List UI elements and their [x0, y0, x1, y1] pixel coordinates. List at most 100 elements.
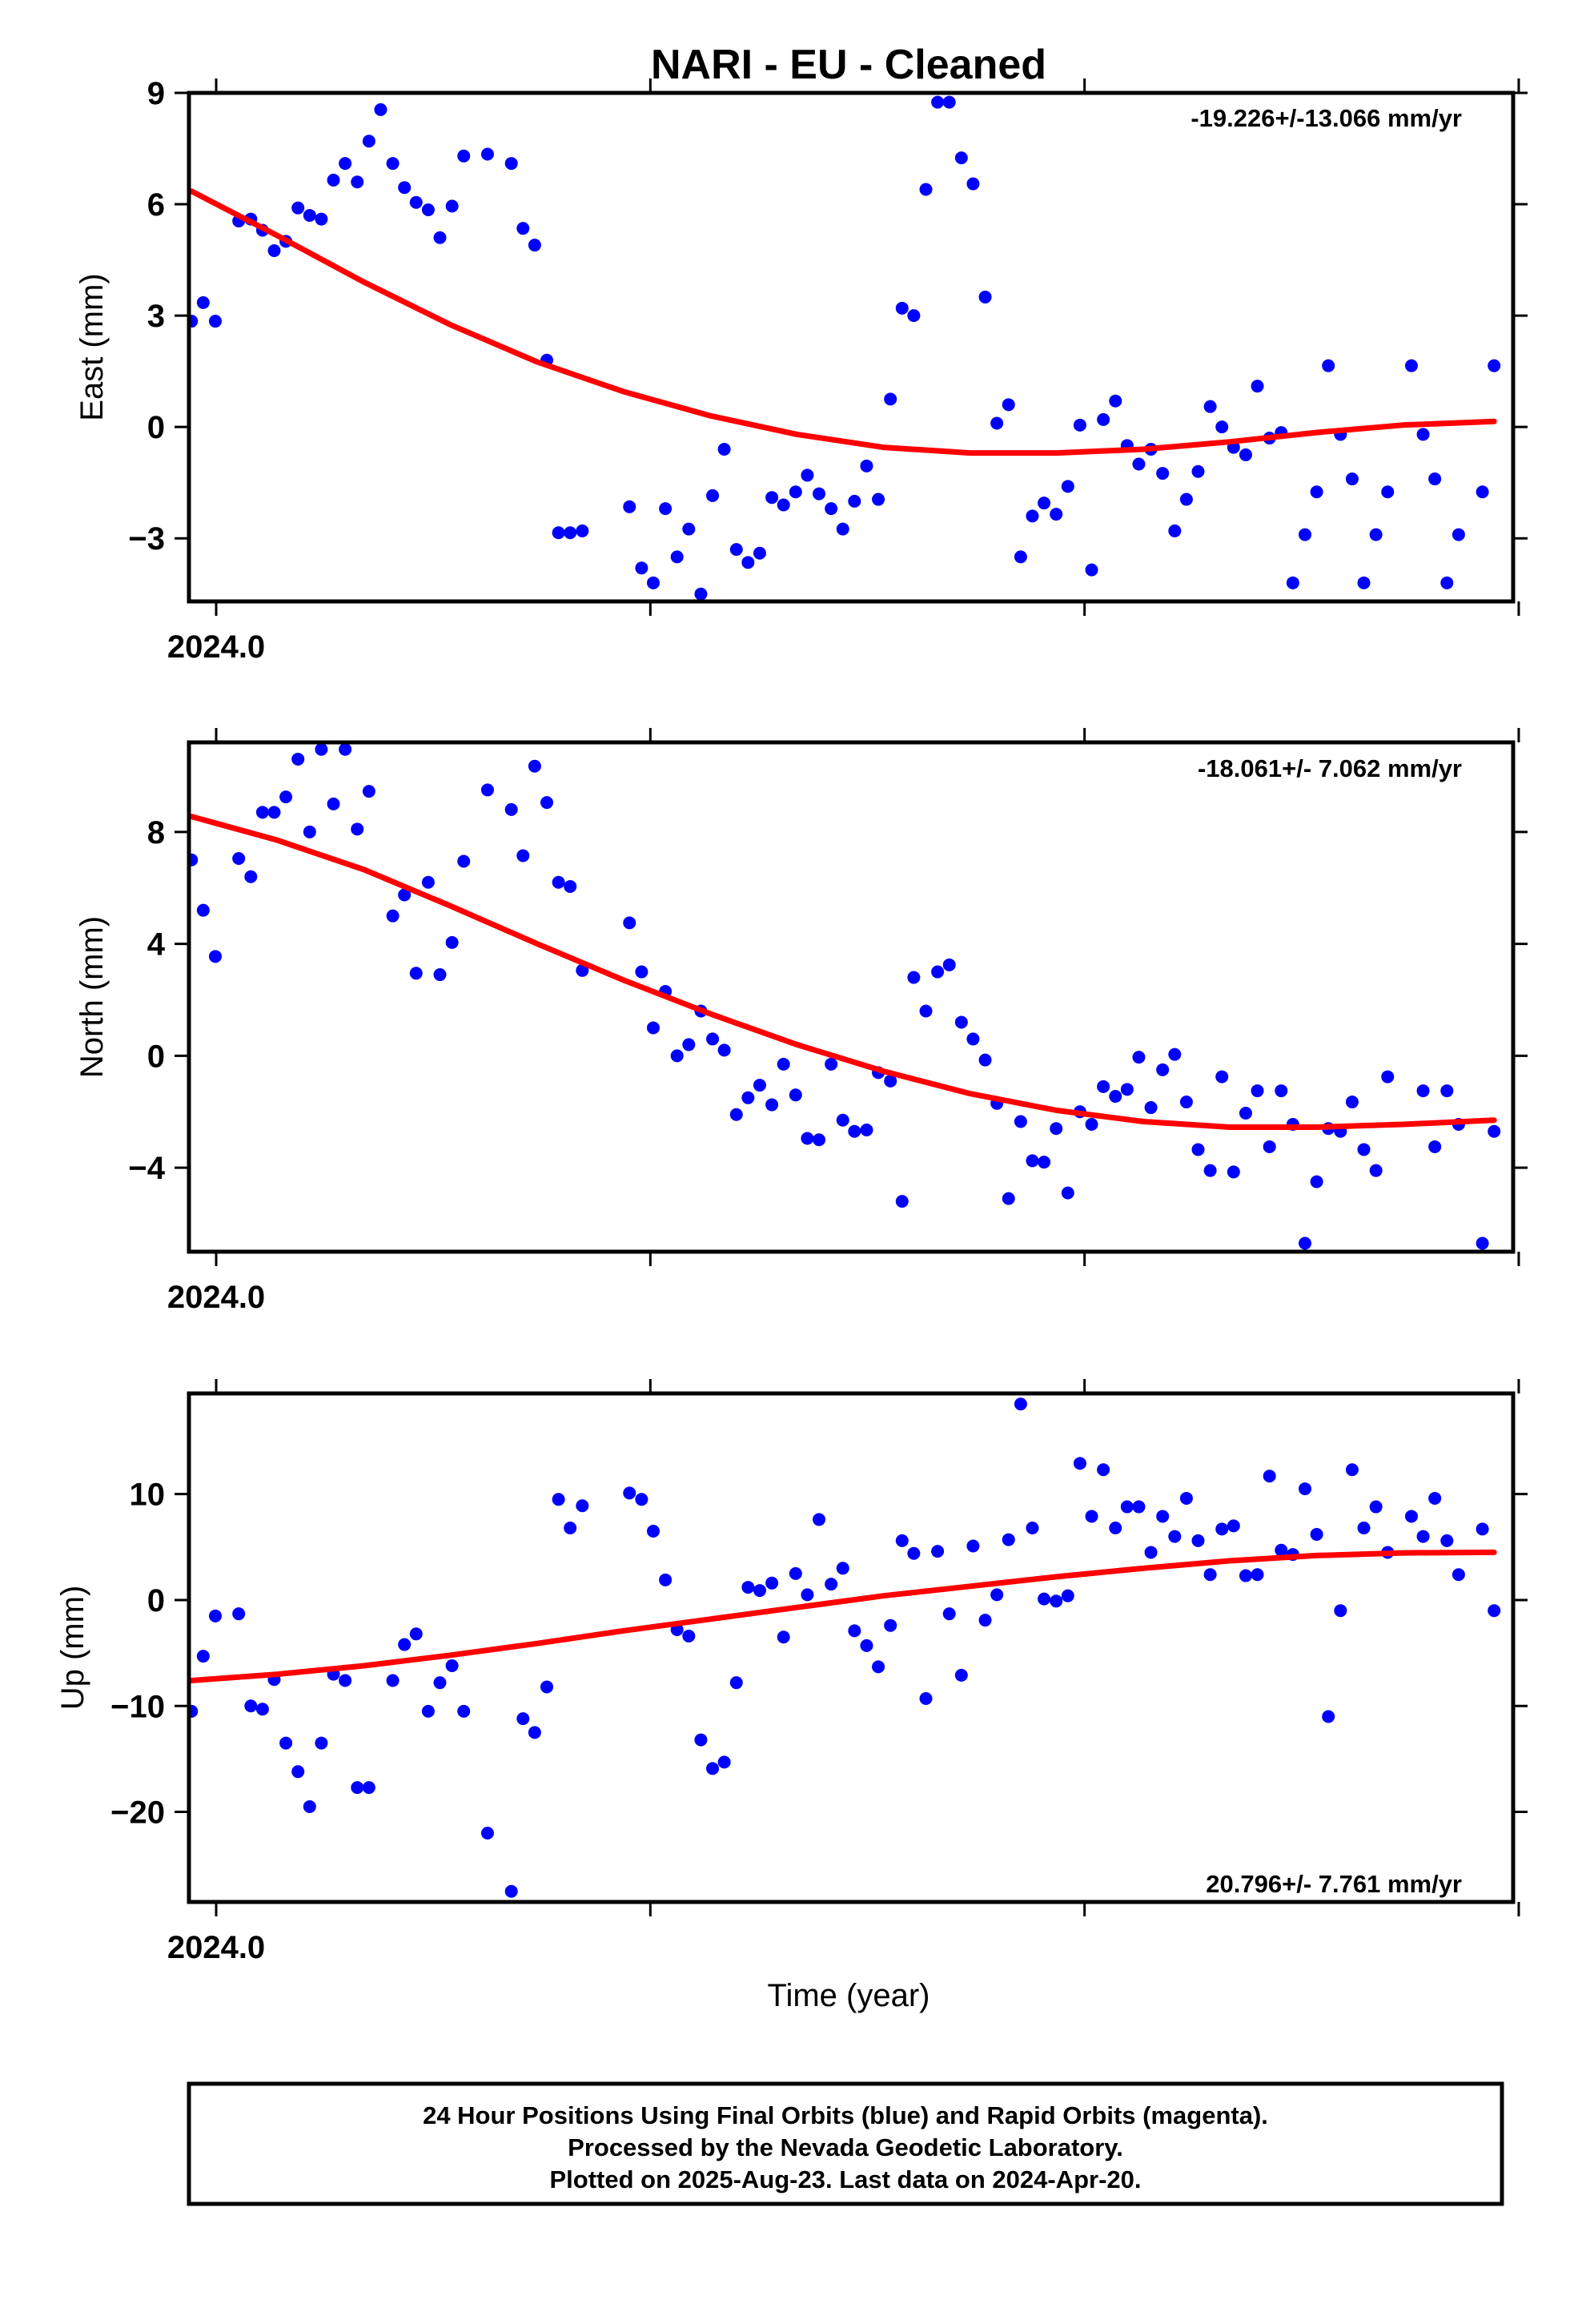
data-point: [480, 1827, 494, 1840]
data-point: [1452, 1568, 1465, 1582]
data-point: [836, 522, 849, 536]
data-point: [1369, 528, 1383, 541]
data-point: [741, 556, 755, 569]
data-point: [1168, 1530, 1182, 1543]
data-point: [1097, 412, 1110, 426]
data-point: [659, 1573, 673, 1586]
data-point: [1085, 1118, 1098, 1131]
data-point: [706, 1762, 720, 1775]
y-tick-label: 8: [147, 815, 165, 850]
data-point: [1203, 1568, 1217, 1582]
data-point: [1156, 1510, 1170, 1523]
data-point: [801, 1132, 814, 1145]
data-point: [1440, 576, 1454, 589]
data-point: [765, 1576, 779, 1590]
data-point: [966, 177, 980, 191]
footer-line-3: Plotted on 2025-Aug-23. Last data on 202…: [549, 2165, 1141, 2193]
data-point: [919, 183, 933, 196]
data-point: [362, 135, 375, 148]
data-point: [635, 561, 648, 575]
data-point: [540, 1680, 554, 1694]
data-point: [1299, 1236, 1312, 1250]
data-point: [1428, 1140, 1442, 1153]
data-point: [552, 875, 565, 889]
data-point: [386, 909, 400, 923]
data-point: [386, 157, 400, 171]
data-point: [1132, 1500, 1146, 1514]
data-point: [1050, 1122, 1063, 1136]
data-point: [836, 1113, 849, 1127]
y-tick-label: −20: [110, 1795, 165, 1831]
data-point: [339, 157, 352, 171]
y-tick-label: −10: [110, 1689, 165, 1724]
data-point: [528, 1726, 541, 1739]
data-point: [457, 1704, 471, 1718]
data-point: [1109, 1090, 1122, 1104]
data-points: [189, 95, 1501, 601]
data-point: [1239, 1107, 1252, 1120]
data-point: [1203, 400, 1217, 413]
y-tick-label: 4: [147, 927, 166, 963]
data-point: [374, 103, 387, 116]
data-point: [1488, 1124, 1501, 1138]
data-point: [504, 802, 518, 816]
data-point: [813, 1513, 826, 1526]
y-tick-label: −3: [128, 521, 165, 557]
data-point: [208, 315, 222, 328]
x-axis-label: Time (year): [768, 1978, 930, 2013]
data-point: [978, 1614, 992, 1627]
data-point: [1251, 380, 1264, 393]
data-point: [954, 1015, 968, 1029]
data-point: [1038, 1592, 1051, 1606]
data-point: [1038, 1156, 1051, 1169]
data-point: [315, 1736, 328, 1750]
data-point: [1357, 1522, 1371, 1535]
data-point: [753, 1584, 766, 1598]
data-point: [848, 1624, 861, 1638]
data-point: [1310, 485, 1323, 499]
data-point: [1144, 1546, 1158, 1559]
data-point: [1156, 1063, 1170, 1076]
data-point: [919, 1004, 933, 1018]
data-point: [303, 208, 316, 222]
data-point: [872, 1660, 885, 1674]
data-point: [1404, 359, 1418, 372]
data-point: [516, 849, 530, 862]
data-point: [1345, 472, 1359, 486]
data-point: [421, 1704, 435, 1718]
data-point: [267, 806, 281, 819]
data-point: [1026, 1154, 1039, 1168]
data-point: [789, 1088, 802, 1102]
data-point: [362, 785, 375, 798]
data-point: [1061, 1589, 1074, 1602]
data-point: [1097, 1080, 1110, 1093]
data-point: [825, 502, 838, 516]
data-point: [1416, 1084, 1430, 1098]
data-points: [189, 742, 1501, 1250]
data-point: [1404, 1510, 1418, 1523]
data-point: [931, 1545, 945, 1558]
data-point: [1310, 1175, 1323, 1188]
data-point: [848, 1124, 861, 1138]
data-point: [1002, 398, 1015, 412]
data-point: [753, 546, 766, 560]
data-point: [1085, 1510, 1098, 1523]
data-point: [990, 416, 1004, 430]
data-point: [942, 1607, 956, 1621]
data-point: [445, 1659, 459, 1672]
plot-frame: [187, 1391, 1516, 1904]
y-tick-label: 0: [147, 1039, 165, 1074]
y-axis-label: North (mm): [74, 916, 110, 1078]
data-point: [848, 494, 861, 508]
data-point: [516, 222, 530, 235]
y-tick-label: 0: [147, 1583, 165, 1618]
data-point: [860, 459, 873, 472]
data-point: [528, 239, 541, 252]
data-point: [409, 1627, 423, 1641]
data-point: [576, 963, 589, 977]
data-point: [564, 879, 577, 893]
data-point: [1191, 1143, 1205, 1156]
rate-label: -19.226+/-13.066 mm/yr: [1191, 104, 1462, 132]
data-point: [291, 752, 305, 766]
data-point: [659, 502, 673, 516]
